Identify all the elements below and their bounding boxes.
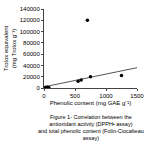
svg-text:Trolox equivalent(mg Trolox g⁻: Trolox equivalent(mg Trolox g⁻¹) bbox=[3, 25, 17, 71]
svg-text:140000: 140000 bbox=[20, 6, 41, 12]
svg-text:0: 0 bbox=[42, 93, 46, 99]
svg-text:500: 500 bbox=[70, 93, 81, 99]
svg-text:120000: 120000 bbox=[20, 17, 41, 23]
svg-text:Phenolic content (mg GAE g⁻¹): Phenolic content (mg GAE g⁻¹) bbox=[50, 100, 132, 106]
svg-text:80000: 80000 bbox=[23, 40, 40, 46]
svg-text:60000: 60000 bbox=[23, 51, 40, 57]
svg-text:100000: 100000 bbox=[20, 29, 41, 35]
svg-text:1500: 1500 bbox=[130, 93, 144, 99]
svg-text:1000: 1000 bbox=[99, 93, 113, 99]
svg-text:20000: 20000 bbox=[23, 74, 40, 80]
svg-text:Figure 1- Correlation between: Figure 1- Correlation between theantioxi… bbox=[38, 114, 144, 141]
svg-text:40000: 40000 bbox=[23, 63, 40, 69]
svg-text:0: 0 bbox=[36, 85, 40, 91]
